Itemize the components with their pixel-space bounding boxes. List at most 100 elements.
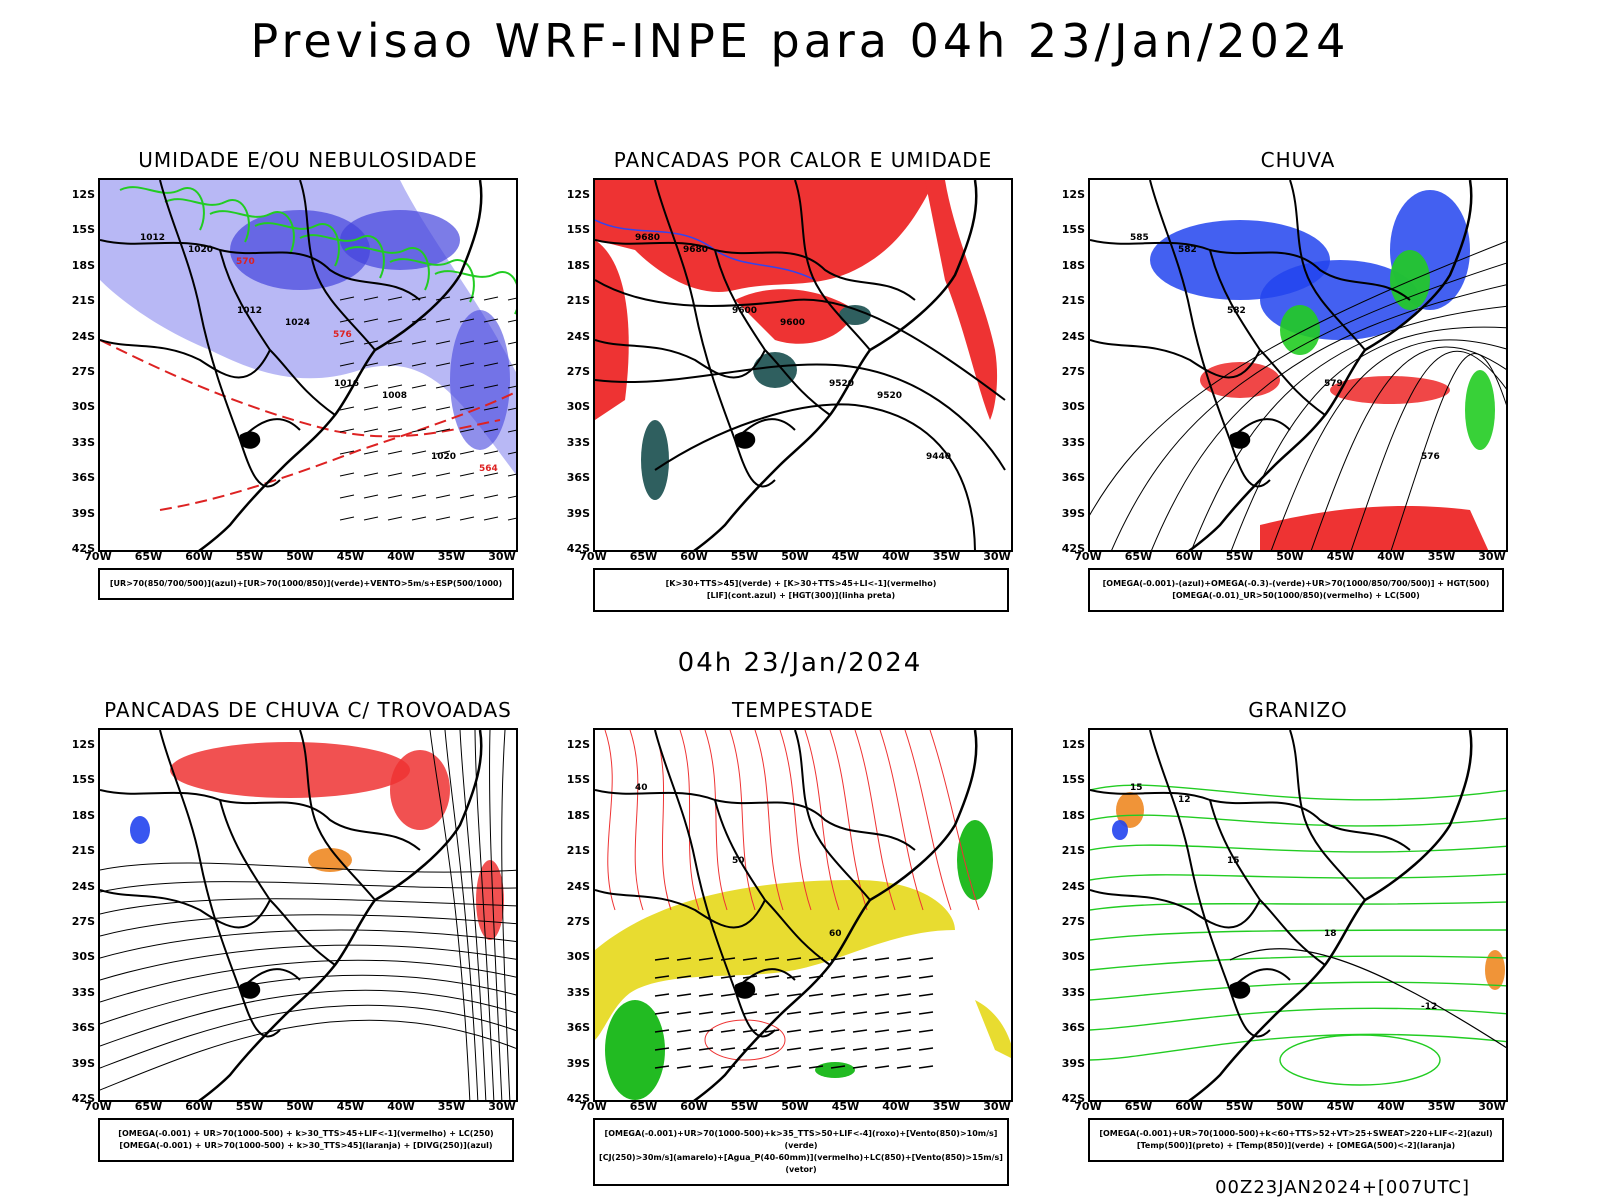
country-border [159, 180, 281, 488]
wind-vector [435, 384, 451, 389]
latitude-label: 39S [566, 1056, 590, 1070]
wind-vector [435, 516, 451, 521]
wind-vector [363, 516, 379, 521]
wind-vector [459, 472, 475, 477]
longitude-label: 30W [488, 550, 516, 563]
latitude-label: 27S [1061, 915, 1085, 928]
legend-line: [UR>70(850/700/500)](azul)+[UR>70(1000/8… [109, 579, 503, 588]
country-border [159, 730, 281, 1038]
streamline [1151, 284, 1506, 550]
country-border [1090, 239, 1411, 301]
wind-vector [786, 957, 802, 961]
wind-vector [435, 428, 451, 433]
jet-stream-area [975, 1000, 1011, 1058]
longitude-label: 35W [1427, 1100, 1456, 1113]
contour-label: 1020 [431, 452, 456, 462]
longitude-label: 45W [831, 1100, 860, 1113]
precipitable-water-contour [879, 730, 924, 911]
wind-vector [411, 516, 427, 521]
longitude-label: 45W [336, 1100, 365, 1113]
latitude-label: 21S [566, 294, 590, 308]
latitude-label: 33S [71, 985, 95, 999]
wind-vector [363, 494, 379, 499]
latitude-label: 33S [1061, 985, 1085, 999]
country-border [1090, 789, 1411, 851]
wind-vector [874, 1047, 890, 1051]
streamline [474, 730, 495, 1100]
contour-label: 1012 [140, 233, 165, 243]
longitude-label: 40W [387, 550, 415, 563]
legend-line: [CJ(250)>30m/s](amarelo)+[Agua_P(40-60mm… [599, 1153, 1003, 1174]
chuva-legend: [OMEGA(-0.001)-(azul)+OMEGA(-0.3)-(verde… [1088, 568, 1504, 612]
convective-area [753, 352, 797, 388]
wind-vector [852, 993, 868, 997]
longitude-label: 35W [437, 550, 466, 563]
country-border [714, 249, 831, 416]
trovoadas-map [98, 728, 518, 1102]
humidity-contour [164, 198, 250, 243]
wind-vector [483, 318, 499, 323]
latitude-label: 18S [566, 808, 590, 822]
contour-label: 1024 [285, 318, 310, 328]
longitude-label: 50W [781, 1100, 809, 1113]
streamline [100, 989, 516, 1047]
rain-area [1330, 376, 1450, 404]
longitude-label: 45W [1326, 1100, 1355, 1113]
longitude-label: 55W [730, 550, 759, 563]
contour-label: 1020 [188, 245, 213, 255]
wind-vector [339, 340, 355, 345]
precipitable-water-contour [629, 730, 644, 911]
country-border [100, 789, 421, 851]
wind-vector [507, 451, 516, 455]
latitude-label: 15S [71, 223, 95, 237]
latitude-label: 24S [566, 879, 590, 893]
temp-850-contour [1090, 784, 1506, 801]
streamline [1390, 353, 1506, 550]
wind-vector [411, 384, 427, 389]
streamline [100, 898, 516, 915]
streamline [100, 1019, 516, 1091]
convective-area [839, 305, 871, 325]
wind-vector [896, 1065, 912, 1069]
longitude-label: 45W [831, 550, 860, 563]
wind-vector [918, 975, 934, 979]
wind-vector [363, 340, 379, 345]
latitude-label: 12S [71, 188, 95, 201]
streamline [501, 730, 511, 1100]
country-border [595, 789, 916, 851]
latitude-label: 30S [566, 950, 590, 964]
streamline [1231, 326, 1506, 550]
wind-vector [339, 494, 355, 499]
wind-vector [786, 1065, 802, 1069]
wind-850-area [957, 820, 993, 900]
height-contour [654, 403, 976, 550]
omega-strong-area [1280, 305, 1320, 355]
wind-vector [363, 362, 379, 367]
contour-label: 1012 [237, 306, 262, 316]
legend-line: [K>30+TTS>45](verde) + [K>30+TTS>45+LI<-… [665, 579, 937, 588]
wind-vector [764, 1029, 780, 1033]
wind-vector [786, 1047, 802, 1051]
umidade-legend: [UR>70(850/700/500)](azul)+[UR>70(1000/8… [98, 568, 514, 600]
wind-vector [874, 1029, 890, 1033]
wind-vector [764, 1065, 780, 1069]
streamline [1090, 241, 1506, 516]
country-border [794, 730, 871, 901]
latitude-label: 36S [1061, 471, 1085, 485]
tempestade-legend: [OMEGA(-0.001)+UR>70(1000-500)+k>35_TTS>… [593, 1118, 1009, 1186]
legend-line: [OMEGA(-0.001)+UR>70(1000-500)+k<60+TTS>… [1099, 1129, 1493, 1138]
wind-vector [654, 993, 670, 997]
height-contour [595, 279, 1006, 401]
wind-vector [852, 1047, 868, 1051]
longitude-label: 55W [235, 1100, 264, 1113]
coastline [1188, 730, 1473, 1100]
latitude-label: 18S [566, 258, 590, 272]
wind-vector [654, 957, 670, 961]
latitude-label: 27S [71, 915, 95, 928]
latitude-label: 12S [566, 738, 590, 751]
temp-850-contour [1090, 844, 1506, 853]
streamline [100, 929, 516, 959]
wind-vector [918, 1065, 934, 1069]
wind-vector [918, 957, 934, 961]
temp-850-contour [1090, 901, 1506, 911]
